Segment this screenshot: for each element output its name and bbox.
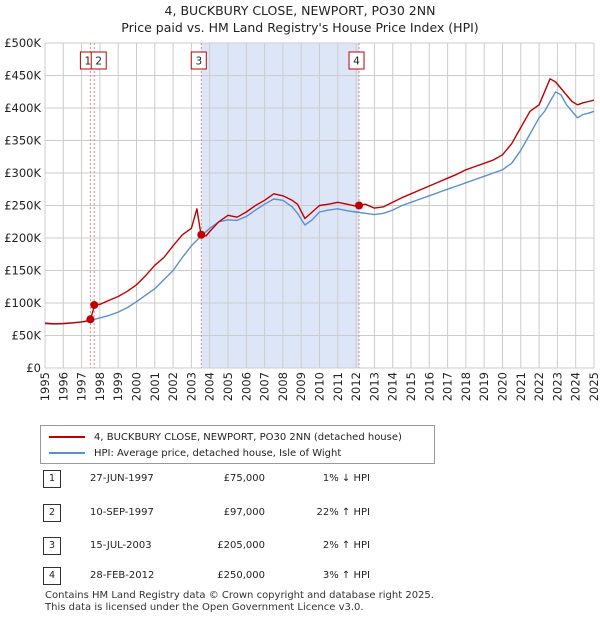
sale-number-label: 1 xyxy=(85,56,92,68)
y-tick-label: £50K xyxy=(12,329,42,343)
legend-label-property: 4, BUCKBURY CLOSE, NEWPORT, PO30 2NN (de… xyxy=(94,431,402,443)
x-tick-label: 2004 xyxy=(203,372,217,401)
x-tick-label: 1996 xyxy=(56,372,70,401)
transaction-date: 15-JUL-2003 xyxy=(90,540,152,551)
x-tick-label: 1995 xyxy=(38,372,52,401)
legend-item-hpi: HPI: Average price, detached house, Isle… xyxy=(49,446,341,460)
table-row: 4 28-FEB-2012 £250,000 3% ↑ HPI xyxy=(40,567,460,585)
x-tick-label: 2006 xyxy=(239,372,253,401)
x-tick-label: 2018 xyxy=(459,372,473,401)
x-tick-label: 2002 xyxy=(166,372,180,401)
sale-number-box xyxy=(190,51,207,70)
legend-swatch-property xyxy=(49,436,85,438)
sale-number-label: 2 xyxy=(95,56,102,68)
sale-number-box xyxy=(348,51,365,70)
x-tick-label: 2012 xyxy=(349,372,363,401)
y-tick-label: £100K xyxy=(4,296,41,310)
x-tick-label: 2025 xyxy=(587,372,600,401)
x-tick-label: 1999 xyxy=(111,372,125,401)
y-tick-label: £150K xyxy=(4,264,41,278)
table-row: 3 15-JUL-2003 £205,000 2% ↑ HPI xyxy=(40,537,460,555)
x-tick-label: 2007 xyxy=(258,372,272,401)
x-tick-label: 2003 xyxy=(184,372,198,401)
transaction-price: £250,000 xyxy=(217,570,265,581)
x-tick-label: 2005 xyxy=(221,372,235,401)
transaction-number: 4 xyxy=(43,567,61,585)
x-tick-label: 2023 xyxy=(550,372,564,401)
transaction-price: £75,000 xyxy=(223,473,265,484)
hpi-line xyxy=(44,91,595,325)
x-tick-label: 2001 xyxy=(148,372,162,401)
footer-licence: This data is licensed under the Open Gov… xyxy=(45,602,364,613)
x-tick-label: 2010 xyxy=(313,372,327,401)
x-tick-label: 2021 xyxy=(514,372,528,401)
transaction-price: £205,000 xyxy=(217,540,265,551)
table-row: 1 27-JUN-1997 £75,000 1% ↓ HPI xyxy=(40,470,460,488)
y-tick-label: £350K xyxy=(4,134,41,148)
transaction-date: 10-SEP-1997 xyxy=(90,507,154,518)
legend-item-property: 4, BUCKBURY CLOSE, NEWPORT, PO30 2NN (de… xyxy=(49,430,402,444)
legend-swatch-hpi xyxy=(49,452,85,454)
chart-title: 4, BUCKBURY CLOSE, NEWPORT, PO30 2NN xyxy=(164,3,436,18)
sale-point xyxy=(197,230,206,239)
transaction-hpi-diff: 2% ↑ HPI xyxy=(322,540,370,551)
transaction-hpi-diff: 3% ↑ HPI xyxy=(322,570,370,581)
x-tick-label: 1998 xyxy=(93,372,107,401)
x-tick-label: 2000 xyxy=(130,372,144,401)
transaction-date: 27-JUN-1997 xyxy=(90,473,154,484)
transaction-price: £97,000 xyxy=(223,507,265,518)
x-tick-label: 2016 xyxy=(422,372,436,401)
y-tick-label: £500K xyxy=(4,36,41,50)
y-tick-label: £450K xyxy=(4,69,41,83)
sale-point xyxy=(90,300,99,309)
property-price-line xyxy=(44,78,595,325)
x-tick-label: 2022 xyxy=(532,372,546,401)
transaction-hpi-diff: 22% ↑ HPI xyxy=(316,507,370,518)
sale-point xyxy=(86,315,95,324)
transaction-number: 2 xyxy=(43,504,61,522)
y-tick-label: £300K xyxy=(4,166,41,180)
sale-number-label: 4 xyxy=(353,56,360,68)
price-chart: £0 £50K £100K £150K £200K £250K £300K £350K £400… xyxy=(4,36,600,401)
transaction-hpi-diff: 1% ↓ HPI xyxy=(322,473,370,484)
sale-number-box xyxy=(90,51,107,70)
y-tick-label: £200K xyxy=(4,231,41,245)
x-tick-label: 2020 xyxy=(496,372,510,401)
transaction-number: 3 xyxy=(43,537,61,555)
x-tick-label: 2024 xyxy=(569,372,583,401)
x-tick-label: 2014 xyxy=(386,372,400,401)
x-tick-label: 1997 xyxy=(75,372,89,401)
x-tick-label: 2011 xyxy=(331,372,345,401)
footer-copyright: Contains HM Land Registry data © Crown c… xyxy=(45,590,434,601)
legend-label-hpi: HPI: Average price, detached house, Isle… xyxy=(94,447,342,459)
x-tick-label: 2013 xyxy=(367,372,381,401)
transaction-number: 1 xyxy=(43,470,61,488)
chart-legend: 4, BUCKBURY CLOSE, NEWPORT, PO30 2NN (de… xyxy=(40,425,435,464)
table-row: 2 10-SEP-1997 £97,000 22% ↑ HPI xyxy=(40,504,460,522)
x-tick-label: 2017 xyxy=(441,372,455,401)
x-tick-label: 2015 xyxy=(404,372,418,401)
x-tick-label: 2008 xyxy=(276,372,290,401)
sale-point xyxy=(355,201,364,210)
chart-subtitle: Price paid vs. HM Land Registry's House … xyxy=(121,20,479,35)
transaction-date: 28-FEB-2012 xyxy=(90,570,155,581)
x-tick-label: 2009 xyxy=(294,372,308,401)
sale-number-label: 3 xyxy=(195,56,202,68)
y-tick-label: £250K xyxy=(4,199,41,213)
y-tick-label: £0 xyxy=(26,361,41,375)
x-tick-label: 2019 xyxy=(477,372,491,401)
y-tick-label: £400K xyxy=(4,101,41,115)
